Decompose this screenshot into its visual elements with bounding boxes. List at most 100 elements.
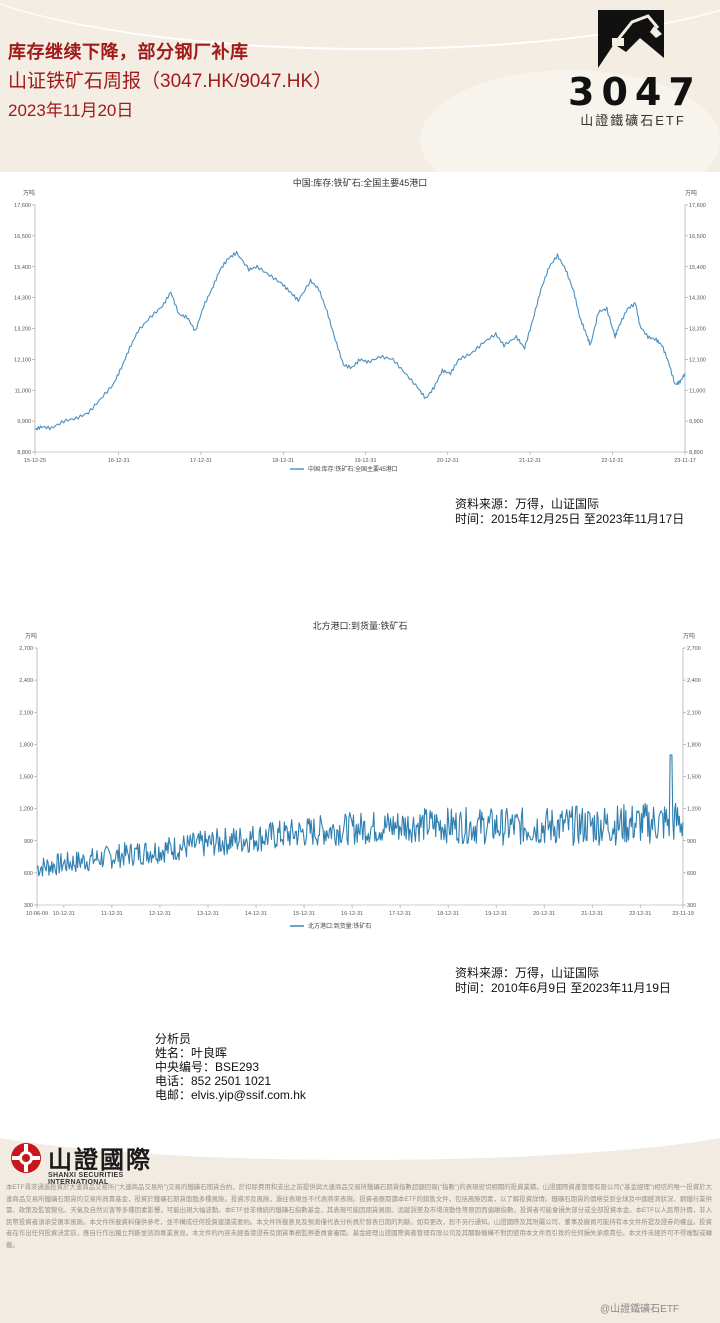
- y-tick-label-right: 300: [687, 903, 696, 909]
- chart1-source-period: 时间：2015年12月25日 至2023年11月17日: [455, 512, 685, 526]
- chart-title: 北方港口:到货量:铁矿石: [312, 620, 407, 631]
- x-tick-label: 17-12-31: [389, 911, 411, 917]
- legend-label: 中国:库存:铁矿石:全国主要45港口: [308, 465, 398, 473]
- y-tick-label-right: 17,600: [689, 203, 706, 209]
- footer-wave-decoration: [0, 1110, 720, 1160]
- y-tick-label-right: 1,800: [687, 742, 701, 748]
- etf-code: 3047: [568, 70, 702, 114]
- chart-title: 中国:库存:铁矿石:全国主要45港口: [293, 177, 428, 188]
- y-tick-label: 8,800: [17, 450, 31, 456]
- analyst-info: 分析员 姓名：叶良晖 中央编号：BSE293 电话：852 2501 1021 …: [155, 1032, 306, 1102]
- y-tick-label-right: 2,400: [687, 678, 701, 684]
- y-tick-label-right: 1,500: [687, 775, 701, 781]
- y-tick-label: 11,000: [15, 388, 31, 394]
- header-swoosh-decoration: [420, 70, 720, 172]
- right-axis-unit: 万吨: [685, 189, 697, 197]
- y-tick-label: 17,600: [14, 203, 31, 209]
- x-tick-label: 23-11-19: [672, 911, 694, 917]
- y-tick-label: 12,100: [14, 357, 31, 363]
- y-tick-label-right: 900: [687, 839, 696, 845]
- y-tick-label: 1,200: [19, 807, 33, 813]
- chart2-source-period: 时间：2010年6月9日 至2023年11月19日: [455, 981, 671, 995]
- x-tick-label: 12-12-31: [149, 911, 171, 917]
- x-tick-label: 16-12-31: [108, 458, 130, 464]
- y-tick-label-right: 600: [687, 871, 696, 877]
- company-name-en: SHANXI SECURITIES INTERNATIONAL: [48, 1172, 124, 1186]
- left-axis-unit: 万吨: [25, 632, 37, 640]
- shanxi-logo-icon: [11, 1143, 41, 1173]
- y-tick-label: 2,400: [19, 678, 33, 684]
- analyst-name: 姓名：叶良晖: [155, 1046, 228, 1060]
- x-tick-label: 10-06-09: [26, 911, 48, 917]
- report-title: 库存继续下降，部分钢厂补库: [8, 42, 249, 62]
- x-tick-label: 20-12-31: [437, 458, 459, 464]
- x-tick-label: 15-12-31: [293, 911, 315, 917]
- y-tick-label: 600: [24, 871, 33, 877]
- y-tick-label-right: 13,200: [689, 327, 706, 333]
- series-line: [34, 250, 686, 431]
- y-tick-label: 13,200: [14, 327, 31, 333]
- y-tick-label: 16,500: [14, 234, 31, 240]
- x-tick-label: 20-12-31: [533, 911, 555, 917]
- x-tick-label: 16-12-31: [341, 911, 363, 917]
- y-tick-label-right: 15,400: [689, 265, 706, 271]
- chart1-source: 资料来源：万得，山证国际 时间：2015年12月25日 至2023年11月17日: [455, 497, 684, 527]
- x-tick-label: 22-12-31: [601, 458, 623, 464]
- x-tick-label: 15-12-25: [24, 458, 46, 464]
- series-line: [36, 754, 684, 877]
- x-tick-label: 10-12-31: [53, 911, 75, 917]
- disclaimer-text: 本ETF尋求通過投資於大連商品交易所("大連商品交易所")交易的鐵礦石期貨合約，…: [6, 1184, 712, 1249]
- report-date: 2023年11月20日: [8, 101, 134, 120]
- chart2-source-line: 资料来源：万得，山证国际: [455, 966, 600, 980]
- x-tick-label: 19-12-31: [485, 911, 507, 917]
- chart2-source: 资料来源：万得，山证国际 时间：2010年6月9日 至2023年11月19日: [455, 966, 671, 996]
- report-subtitle: 山证铁矿石周报（3047.HK/9047.HK）: [8, 71, 333, 92]
- y-tick-label-right: 12,100: [689, 357, 706, 363]
- x-tick-label: 21-12-31: [581, 911, 603, 917]
- analyst-heading: 分析员: [155, 1032, 192, 1046]
- y-tick-label-right: 14,300: [689, 296, 706, 302]
- shanxi-securities-logo: 山證國際 SHANXI SECURITIES INTERNATIONAL: [10, 1140, 180, 1186]
- y-tick-label: 1,500: [19, 775, 33, 781]
- watermark-text: @山證鐵礦石ETF: [600, 1304, 680, 1315]
- y-tick-label: 300: [24, 903, 33, 909]
- x-tick-label: 22-12-31: [629, 911, 651, 917]
- y-tick-label: 15,400: [14, 265, 31, 271]
- x-tick-label: 18-12-31: [272, 458, 294, 464]
- x-tick-label: 11-12-31: [101, 911, 123, 917]
- company-name-cn: 山證國際: [48, 1145, 152, 1174]
- chart1-source-line: 资料来源：万得，山证国际: [455, 497, 600, 511]
- y-tick-label: 2,100: [19, 710, 33, 716]
- etf-logo: 3047 山證鐵礦石ETF: [568, 8, 698, 133]
- y-tick-label: 9,900: [17, 419, 31, 425]
- x-tick-label: 13-12-31: [197, 911, 219, 917]
- y-tick-label: 2,700: [19, 646, 33, 652]
- analyst-phone: 电话：852 2501 1021: [155, 1074, 272, 1088]
- y-tick-label-right: 9,900: [689, 419, 703, 425]
- report-header: 库存继续下降，部分钢厂补库 山证铁矿石周报（3047.HK/9047.HK） 2…: [0, 0, 720, 172]
- legend-label: 北方港口:到货量:铁矿石: [308, 922, 371, 930]
- right-axis-unit: 万吨: [683, 632, 695, 640]
- x-tick-label: 23-11-17: [674, 458, 696, 464]
- x-tick-label: 21-12-31: [519, 458, 541, 464]
- x-tick-label: 17-12-31: [190, 458, 212, 464]
- x-tick-label: 14-12-31: [245, 911, 267, 917]
- y-tick-label-right: 11,000: [689, 388, 705, 394]
- y-tick-label-right: 2,700: [687, 646, 701, 652]
- y-tick-label: 1,800: [19, 742, 33, 748]
- analyst-id: 中央编号：BSE293: [155, 1060, 260, 1074]
- header-swoosh-decoration: [0, 0, 720, 50]
- y-tick-label-right: 1,200: [687, 807, 701, 813]
- y-tick-label-right: 8,800: [689, 450, 703, 456]
- y-tick-label: 14,300: [14, 296, 31, 302]
- analyst-email[interactable]: 电邮：elvis.yip@ssif.com.hk: [155, 1088, 306, 1102]
- x-tick-label: 19-12-31: [354, 458, 376, 464]
- y-tick-label-right: 2,100: [687, 710, 701, 716]
- etf-name: 山證鐵礦石ETF: [580, 113, 686, 128]
- x-tick-label: 18-12-31: [437, 911, 459, 917]
- y-tick-label: 900: [24, 839, 33, 845]
- y-tick-label-right: 16,500: [689, 234, 706, 240]
- excavator-logo-icon: [598, 10, 664, 68]
